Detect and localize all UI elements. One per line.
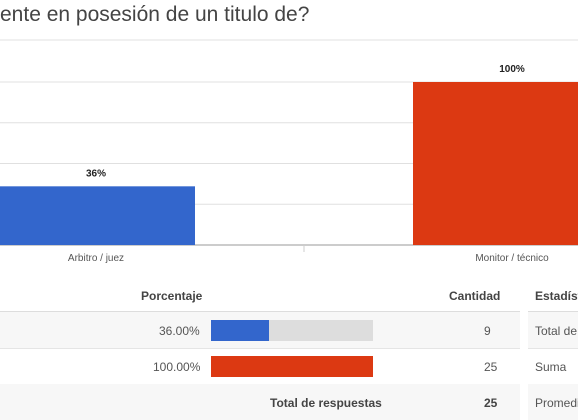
stats-row [528,384,578,420]
category-label: Arbitro / juez [68,253,124,264]
stats-label: Suma [535,360,567,374]
data-label: 100% [499,64,525,75]
row-divider [0,348,520,349]
question-title: ente en posesión de un titulo de? [0,3,310,26]
stats-divider [528,348,578,349]
row-percent: 36.00% [159,324,200,338]
percent-bar-track [211,356,373,377]
row-count: 25 [484,360,498,374]
stats-header: Estadísti [535,289,578,303]
bar-chart: 36% Arbitro / juez 100% Monitor / técnico [0,39,578,264]
row-percent: 100.00% [153,360,201,374]
total-row [0,384,520,420]
header-divider [0,311,520,312]
total-label: Total de respuestas [270,396,382,410]
bar [413,82,578,245]
stats-label: Promedi [535,396,578,410]
percent-bar-track [211,320,373,341]
percent-bar-fill [211,320,270,341]
data-label: 36% [86,168,106,179]
total-value: 25 [484,396,498,410]
count-header: Cantidad [449,289,501,303]
percentage-header: Porcentaje [141,289,203,303]
category-label: Monitor / técnico [475,253,549,264]
stats-row [528,312,578,348]
stats-label: Total de [535,324,578,338]
stats-header-divider [528,311,578,312]
percent-bar-fill [211,356,373,377]
row-count: 9 [484,324,491,338]
bar [0,186,195,245]
